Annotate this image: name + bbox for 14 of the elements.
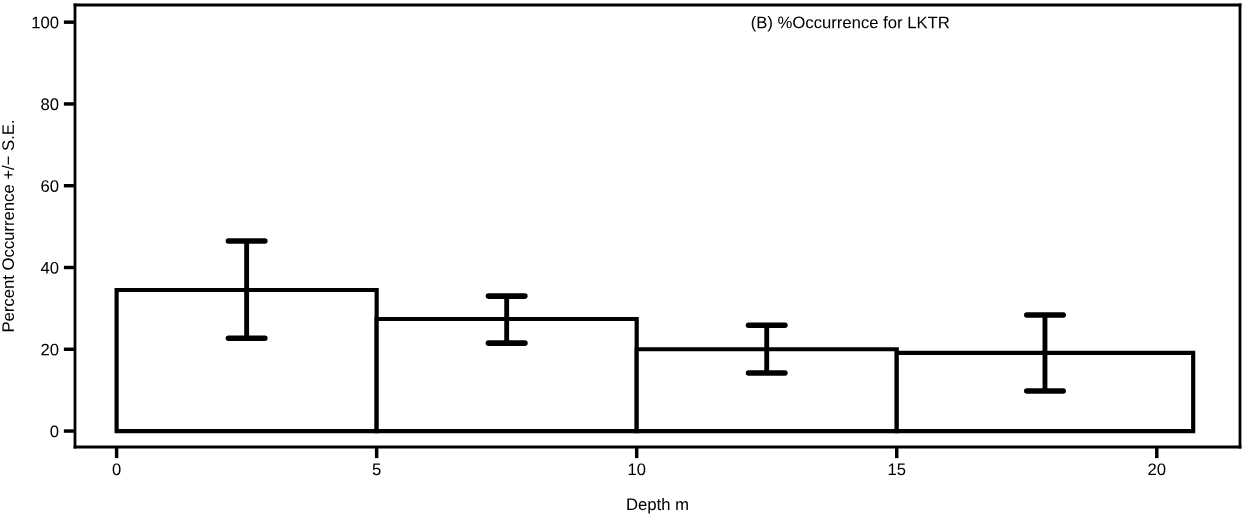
y-tick-label: 60 [41,180,59,192]
x-tick-label: 0 [112,463,121,476]
x-tick-label: 10 [628,463,646,476]
x-axis-title: Depth m [627,497,688,514]
y-tick-label: 20 [41,343,59,356]
y-axis-title: Percent Occurrence +/− S.E. [1,120,15,332]
x-tick-label: 5 [372,463,381,476]
y-tick-label: 0 [50,425,59,438]
x-tick-label: 20 [1148,463,1166,476]
y-tick-label: 100 [32,16,59,29]
y-tick-label: 80 [41,98,59,111]
x-tick-label: 15 [888,463,906,476]
y-tick-label: 40 [40,261,59,274]
text: (B) %Occurrence for LKTR [751,16,950,32]
